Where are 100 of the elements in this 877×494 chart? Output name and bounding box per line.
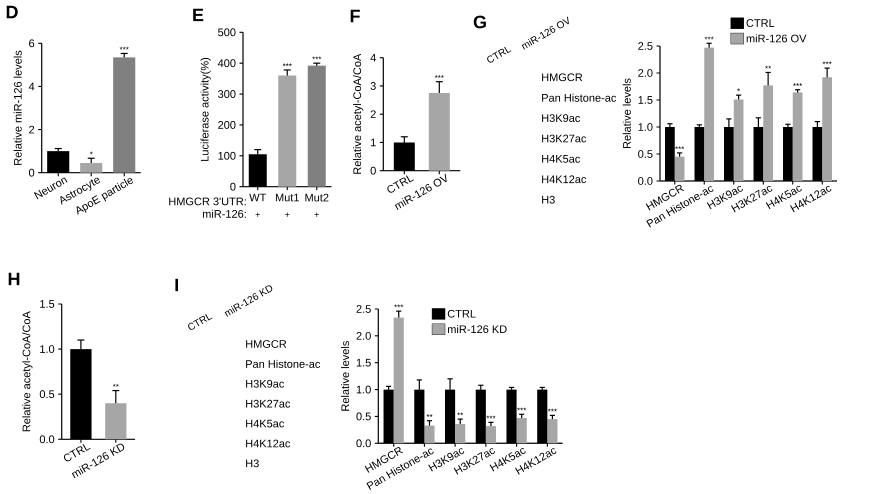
annotation: *** <box>394 304 404 308</box>
y-tick-label: 3 <box>370 82 376 90</box>
y-tick-label: 6 <box>29 39 34 48</box>
legend-label: CTRL <box>746 19 774 27</box>
legend-label: miR-126 KD <box>448 325 507 334</box>
annotation: *** <box>548 408 557 412</box>
category-label: HMGCR <box>246 340 286 348</box>
y-axis-title: Relative levels <box>341 341 350 411</box>
bar <box>308 66 326 187</box>
y-tick-label: 200 <box>218 121 236 129</box>
annotation: *** <box>704 36 714 40</box>
annotation: *** <box>822 61 832 64</box>
annotation: *** <box>486 416 496 418</box>
bar <box>113 57 136 173</box>
category-label: H4K5ac <box>246 420 284 428</box>
category-label: H4K5ac <box>542 155 580 163</box>
category-label: Pan Histone-ac <box>246 360 320 368</box>
y-tick-label: 400 <box>218 59 236 68</box>
annotation: *** <box>793 83 802 86</box>
x-axis-title: HMGCR 3'UTR: <box>169 198 246 206</box>
category-label: CTRL <box>487 46 512 63</box>
y-tick-label: 1.5 <box>638 96 652 104</box>
category-label: H3 <box>542 196 555 204</box>
text: + <box>256 212 260 217</box>
bar <box>704 48 714 181</box>
y-axis-title: Relative acetyl-CoA/CoA <box>353 54 364 174</box>
y-tick-label: 2.0 <box>356 332 371 340</box>
y-tick-label: 0.0 <box>638 177 653 185</box>
category-label: H3K9ac <box>246 380 284 388</box>
y-tick-label: 1.5 <box>40 300 54 308</box>
text: G <box>474 16 486 28</box>
bar <box>394 318 404 444</box>
annotation: * <box>737 88 740 92</box>
chart-title: H <box>8 272 20 286</box>
bar <box>763 85 773 181</box>
bar <box>674 156 684 181</box>
y-tick-label: 2.5 <box>638 42 652 50</box>
category-label: H3K27ac <box>246 400 290 408</box>
annotation: ** <box>765 66 772 69</box>
y-tick-label: 500 <box>218 28 236 36</box>
category-label: Pan Histone-ac <box>542 94 616 102</box>
y-tick-label: 300 <box>218 90 236 98</box>
y-axis-title: Luciferase activity(%) <box>200 58 211 161</box>
x-tick-label: WT <box>249 194 266 202</box>
annotation: *** <box>120 46 129 50</box>
text: miR-126: <box>202 210 246 218</box>
category-label: H3K27ac <box>542 134 586 142</box>
y-tick-label: 4 <box>28 82 34 90</box>
bar <box>516 418 527 444</box>
category-label: HMGCR <box>542 73 582 82</box>
y-tick-label: 1.0 <box>40 345 54 353</box>
y-tick-label: 0 <box>370 166 376 175</box>
bar <box>734 99 744 181</box>
y-tick-label: 1.0 <box>638 123 653 131</box>
annotation: *** <box>675 146 684 150</box>
y-tick-label: 0.0 <box>40 435 54 444</box>
y-tick-label: 0.5 <box>40 390 54 398</box>
y-tick-label: 2.5 <box>356 305 371 313</box>
x-tick-label: Mut2 <box>305 194 328 202</box>
category-label: H3 <box>246 460 259 468</box>
annotation: ** <box>426 414 432 417</box>
y-tick-label: 0 <box>28 168 34 177</box>
y-tick-label: 0.5 <box>356 412 371 420</box>
y-tick-label: 1.5 <box>356 358 371 367</box>
bar <box>278 76 296 187</box>
legend-label: CTRL <box>448 310 476 318</box>
y-axis-title: Relative levels <box>622 78 631 148</box>
bar <box>547 419 558 444</box>
y-tick-label: 0.5 <box>638 150 652 158</box>
annotation: *** <box>517 408 526 410</box>
y-tick-label: 1.0 <box>356 386 371 394</box>
y-tick-label: 1 <box>370 138 376 146</box>
annotation: *** <box>434 75 444 78</box>
text: + <box>285 212 290 217</box>
y-axis-title: Relative miR-126 levels <box>14 50 22 165</box>
annotation: *** <box>312 56 322 60</box>
y-tick-label: 4 <box>370 54 376 62</box>
y-tick-label: 0.0 <box>356 439 371 448</box>
bar <box>486 426 496 444</box>
y-tick-label: 100 <box>218 152 236 160</box>
chart-title: D <box>6 6 18 18</box>
annotation: ** <box>112 384 119 387</box>
bar <box>822 77 832 181</box>
text: + <box>314 212 319 217</box>
category-label: H3K9ac <box>542 114 580 122</box>
bar <box>80 162 102 173</box>
annotation: *** <box>282 63 292 66</box>
chart-title: E <box>193 8 204 22</box>
y-tick-label: 2.0 <box>638 69 653 77</box>
annotation: ** <box>457 412 464 416</box>
category-label: CTRL <box>188 314 212 330</box>
y-tick-label: 0 <box>230 182 236 191</box>
y-tick-label: 2 <box>370 110 376 118</box>
legend-label: miR-126 OV <box>746 34 806 42</box>
x-tick-label: Mut1 <box>276 194 299 202</box>
annotation: * <box>90 152 93 154</box>
y-axis-title: Relative acetyl-CoA/CoA <box>22 311 33 432</box>
y-tick-label: 2 <box>29 126 34 134</box>
text: I <box>175 278 178 292</box>
chart-title: F <box>350 10 360 22</box>
